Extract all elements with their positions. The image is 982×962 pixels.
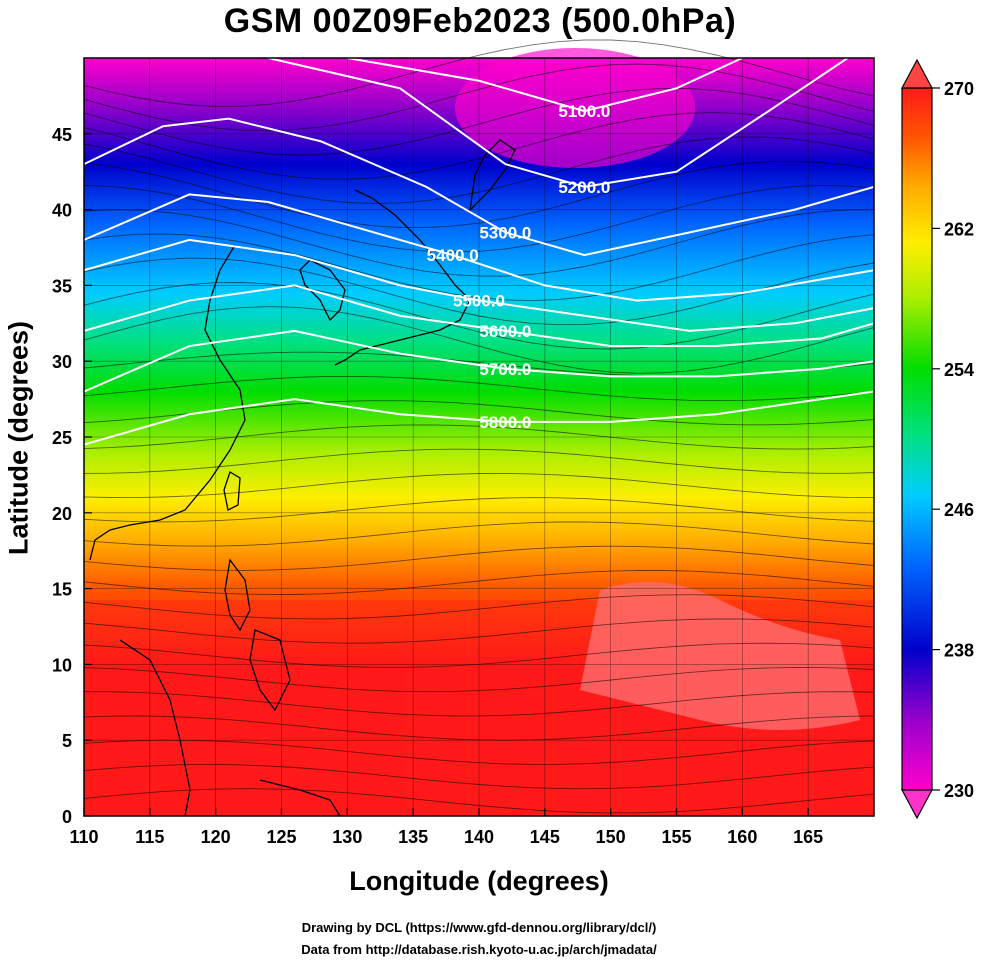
coastline — [89, 139, 516, 817]
y-tick-label: 40 — [52, 201, 72, 221]
y-tick-label: 35 — [52, 276, 72, 296]
colorbar-tick-label: 254 — [944, 360, 974, 380]
contour-line — [83, 238, 875, 332]
colorbar-tick-label: 238 — [944, 641, 974, 661]
x-tick-label: 125 — [266, 827, 296, 847]
contour-line — [83, 284, 875, 348]
y-tick-label: 25 — [52, 428, 72, 448]
x-tick-label: 130 — [332, 827, 362, 847]
contour-label: 5500.0 — [453, 292, 505, 311]
contour-line — [83, 193, 875, 302]
x-tick-label: 155 — [661, 827, 691, 847]
y-tick-label: 20 — [52, 504, 72, 524]
y-tick-label: 10 — [52, 655, 72, 675]
contour-label: 5100.0 — [558, 102, 610, 121]
contour-label: 5800.0 — [479, 413, 531, 432]
contour-line — [347, 57, 743, 113]
contour-label: 5700.0 — [479, 360, 531, 379]
colorbar-tick-label: 246 — [944, 500, 974, 520]
x-tick-label: 150 — [596, 827, 626, 847]
x-tick-label: 110 — [69, 827, 98, 847]
x-tick-label: 135 — [398, 827, 428, 847]
colorbar: 230 238 246 254 262 270 — [900, 58, 974, 820]
contour-label: 5300.0 — [479, 223, 531, 242]
y-tick-label: 5 — [62, 731, 72, 751]
y-axis-ticks: 0 5 10 15 20 25 30 35 40 45 — [52, 125, 92, 827]
contour-label: 5600.0 — [479, 322, 531, 341]
contour-label: 5200.0 — [558, 178, 610, 197]
x-tick-label: 165 — [793, 827, 823, 847]
colorbar-tick-label: 262 — [944, 219, 974, 239]
y-tick-label: 45 — [52, 125, 72, 145]
contour-label: 5400.0 — [427, 246, 479, 265]
credit-data: Data from http://database.rish.kyoto-u.a… — [301, 942, 657, 957]
contour-line — [83, 329, 875, 393]
x-tick-label: 115 — [135, 827, 164, 847]
colorbar-tick-label: 230 — [944, 781, 974, 801]
y-axis-label: Latitude (degrees) — [3, 320, 34, 556]
y-tick-label: 0 — [62, 807, 72, 827]
colorbar-over-arrow — [900, 58, 934, 89]
contour-line — [83, 117, 875, 257]
x-tick-label: 160 — [727, 827, 757, 847]
y-tick-label: 15 — [52, 580, 72, 600]
contour-line — [83, 390, 875, 446]
x-tick-label: 145 — [530, 827, 560, 847]
x-tick-label: 120 — [201, 827, 231, 847]
x-axis-ticks: 110 115 120 125 130 135 140 145 150 155 160 165 — [69, 808, 823, 847]
y-tick-label: 30 — [52, 352, 72, 372]
colorbar-under-arrow — [900, 789, 934, 820]
x-tick-label: 140 — [464, 827, 494, 847]
contour-line — [268, 57, 849, 188]
x-axis-label: Longitude (degrees) — [349, 866, 609, 896]
credit-drawing: Drawing by DCL (https://www.gfd-dennou.o… — [301, 920, 657, 935]
page-title: GSM 00Z09Feb2023 (500.0hPa) — [223, 2, 737, 40]
colorbar-tick-label: 270 — [944, 79, 974, 99]
